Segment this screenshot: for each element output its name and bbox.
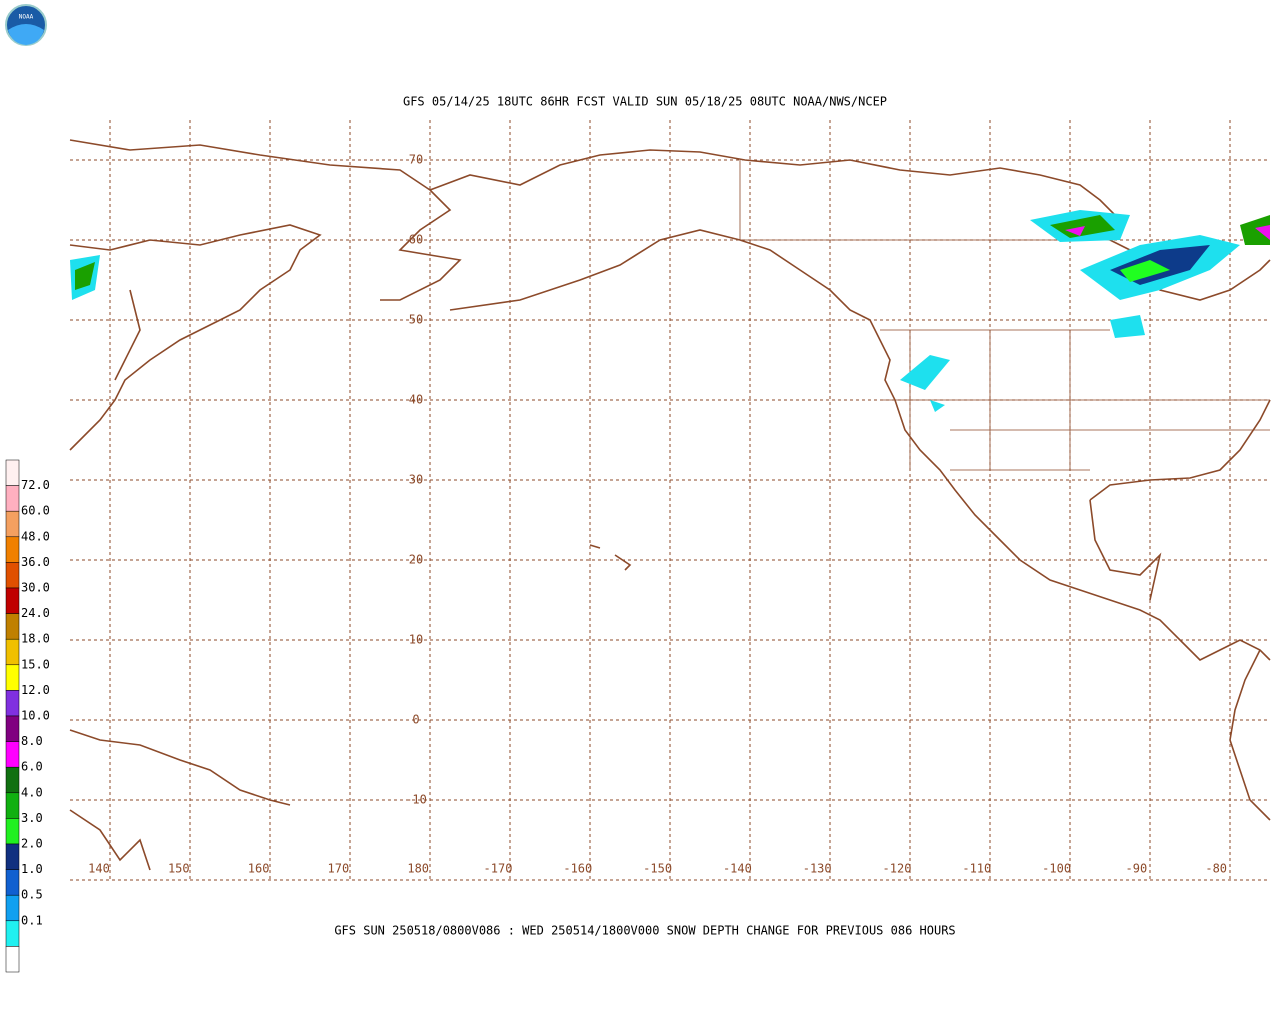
map-labels: 70 60 50 40 30 20 10 0 -10 140 150 160 170 180 -170 -16… (88, 153, 1227, 876)
legend-swatch (5, 946, 20, 973)
lat-label: 30 (409, 473, 423, 487)
legend-swatch (5, 818, 20, 845)
legend-label: 18.0 (21, 632, 50, 646)
lat-label: -10 (405, 793, 427, 807)
lon-label: -140 (723, 862, 752, 876)
legend-label: 0.1 (21, 913, 43, 927)
legend-swatch (5, 766, 20, 794)
lon-label: 150 (168, 862, 190, 876)
lon-label: 160 (248, 862, 270, 876)
legend-label: 4.0 (21, 785, 43, 799)
legend-label: 48.0 (21, 529, 50, 543)
legend-label: 6.0 (21, 760, 43, 774)
legend-swatch (5, 715, 20, 742)
legend-label: 36.0 (21, 555, 50, 569)
legend-swatch (5, 613, 20, 640)
lon-label: -80 (1205, 862, 1227, 876)
legend-label: 24.0 (21, 606, 50, 620)
legend-swatch (5, 920, 20, 947)
snow-depth-change (70, 210, 1270, 412)
legend-label: 12.0 (21, 683, 50, 697)
legend-label: 2.0 (21, 837, 43, 851)
legend-swatch (5, 690, 20, 717)
legend-label: 30.0 (21, 581, 50, 595)
legend-swatch (5, 869, 20, 896)
legend-swatch (5, 510, 20, 538)
lat-label: 70 (409, 153, 423, 167)
lat-label: 20 (409, 553, 423, 567)
lat-label: 0 (412, 713, 419, 727)
lon-label: -110 (962, 862, 991, 876)
lat-label: 40 (409, 393, 423, 407)
lat-label: 60 (409, 233, 423, 247)
legend-label: 72.0 (21, 478, 50, 492)
legend-swatch (5, 843, 20, 870)
legend-swatch (5, 485, 20, 512)
lon-label: 140 (88, 862, 110, 876)
legend-swatch (5, 459, 20, 486)
legend-label: 15.0 (21, 657, 50, 671)
legend-label: 1.0 (21, 862, 43, 876)
lat-label: 10 (409, 633, 423, 647)
lon-label: -100 (1042, 862, 1071, 876)
logo-text: NOAA (19, 14, 34, 21)
lon-label: 170 (328, 862, 350, 876)
lon-label: -120 (883, 862, 912, 876)
lon-label: -170 (484, 862, 513, 876)
legend-label: 10.0 (21, 709, 50, 723)
legend-swatch (5, 894, 20, 922)
noaa-logo: NOAA (5, 4, 47, 46)
lon-label: -150 (643, 862, 672, 876)
legend-swatch (5, 536, 20, 563)
map-title: GFS 05/14/25 18UTC 86HR FCST VALID SUN 0… (403, 95, 887, 109)
legend-swatch (5, 587, 20, 614)
lon-label: -90 (1126, 862, 1148, 876)
map-caption: GFS SUN 250518/0800V086 : WED 250514/180… (334, 924, 955, 938)
lon-label: 180 (407, 862, 429, 876)
legend-label: 0.5 (21, 888, 43, 902)
legend-label: 8.0 (21, 734, 43, 748)
legend-label: 3.0 (21, 811, 43, 825)
legend-label: 60.0 (21, 504, 50, 518)
lon-label: -130 (803, 862, 832, 876)
legend: 72.0 60.0 48.0 36.0 30.0 24.0 18.0 15.0 12.0 10.0… (5, 459, 50, 973)
legend-swatch (5, 638, 20, 666)
legend-swatch (5, 664, 20, 691)
lat-label: 50 (409, 313, 423, 327)
lon-label: -160 (563, 862, 592, 876)
legend-swatch (5, 792, 20, 819)
legend-swatch (5, 741, 20, 768)
legend-swatch (5, 562, 20, 589)
